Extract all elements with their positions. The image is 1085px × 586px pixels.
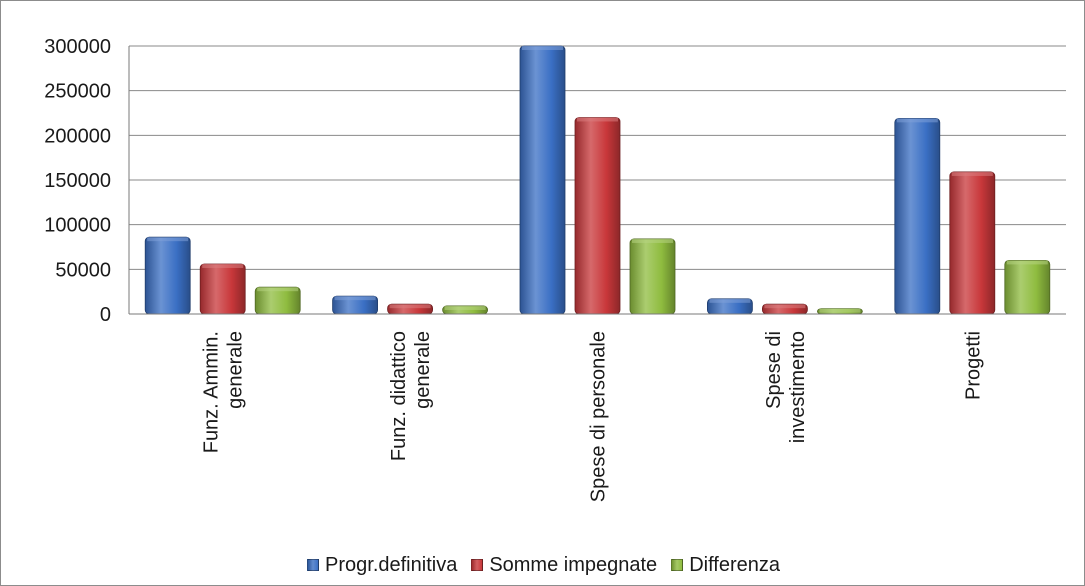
legend: Progr.definitiva Somme impegnate Differenz…: [1, 550, 1085, 580]
axis-labels: 0 50000 100000 150000 200000 250000 300000 Funz…: [44, 36, 984, 502]
bar-highlight: [522, 46, 563, 50]
bar-highlight: [709, 298, 751, 303]
x-category-label: Progetti: [962, 331, 984, 400]
bar-somme-impegnate-0: [199, 263, 246, 315]
bars: [144, 45, 1051, 315]
x-category-label: investimento: [787, 331, 809, 443]
legend-swatch: [307, 559, 320, 571]
legend-item: Progr.definitiva: [307, 554, 457, 577]
bar-highlight: [1006, 260, 1048, 265]
x-category-label: generale: [225, 331, 247, 409]
bar-differenza-0: [254, 286, 301, 315]
y-tick-label: 100000: [44, 215, 111, 237]
bar-chart: 0 50000 100000 150000 200000 250000 300000 Funz…: [44, 36, 1066, 502]
bar-progr-definitiva-2: [519, 45, 566, 315]
bar-highlight: [389, 304, 431, 309]
bar-highlight: [819, 308, 861, 313]
bar-differenza-2: [629, 238, 676, 315]
x-category-label: Spese di: [763, 331, 785, 409]
x-category-label: Spese di personale: [588, 331, 610, 502]
y-tick-label: 0: [100, 304, 111, 326]
bar-somme-impegnate-4: [949, 171, 996, 315]
legend-swatch: [671, 559, 684, 571]
legend-item: Somme impegnate: [471, 554, 657, 577]
legend-label: Somme impegnate: [489, 553, 658, 576]
legend-swatch: [471, 559, 484, 571]
bar-highlight: [147, 237, 189, 242]
bar-highlight: [257, 287, 299, 292]
y-tick-label: 50000: [55, 259, 111, 281]
bar-somme-impegnate-2: [574, 117, 621, 315]
bar-progr-definitiva-4: [894, 117, 941, 315]
y-tick-label: 150000: [44, 170, 111, 192]
bar-highlight: [334, 296, 376, 301]
y-tick-label: 200000: [44, 125, 111, 147]
bar-highlight: [896, 118, 938, 123]
bar-highlight: [951, 171, 993, 176]
bar-highlight: [764, 304, 806, 309]
x-category-label: generale: [412, 331, 434, 409]
y-tick-label: 250000: [44, 81, 111, 103]
bar-highlight: [444, 305, 486, 310]
x-category-label: Funz. Ammin.: [201, 331, 223, 453]
legend-item: Differenza: [671, 554, 780, 577]
legend-label: Progr.definitiva: [325, 553, 458, 576]
bar-highlight: [202, 263, 244, 268]
bar-progr-definitiva-0: [144, 236, 191, 315]
x-category-label: Funz. didattico: [388, 331, 410, 461]
bar-highlight: [632, 238, 673, 243]
axes: [128, 46, 1066, 315]
bar-highlight: [577, 117, 618, 122]
y-tick-label: 300000: [44, 36, 111, 58]
legend-label: Differenza: [689, 553, 780, 576]
bar-differenza-4: [1004, 259, 1051, 315]
